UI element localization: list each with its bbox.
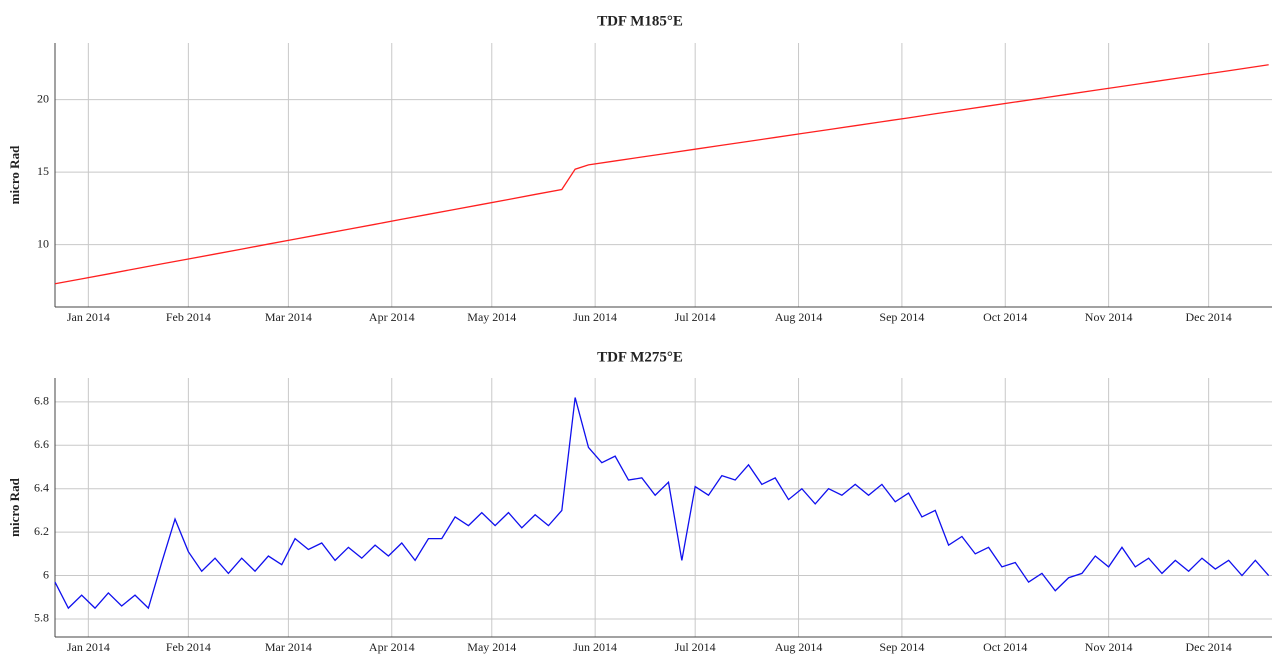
x-tick-label: May 2014 xyxy=(467,640,516,654)
y-axis-label: micro Rad xyxy=(7,477,22,536)
x-tick-label: Jan 2014 xyxy=(67,310,110,324)
x-tick-label: Apr 2014 xyxy=(369,640,415,654)
x-tick-label: Mar 2014 xyxy=(265,640,312,654)
data-line xyxy=(54,397,1270,610)
x-tick-label: May 2014 xyxy=(467,310,516,324)
x-tick-label: Jun 2014 xyxy=(573,640,617,654)
y-tick-label: 15 xyxy=(37,164,49,178)
x-tick-label: Aug 2014 xyxy=(775,310,823,324)
x-tick-label: Jan 2014 xyxy=(67,640,110,654)
y-tick-label: 10 xyxy=(37,236,49,250)
y-tick-label: 6.2 xyxy=(34,524,49,538)
x-tick-label: Feb 2014 xyxy=(166,640,211,654)
x-tick-label: Dec 2014 xyxy=(1185,310,1231,324)
x-tick-label: Oct 2014 xyxy=(983,310,1027,324)
chart: TDF M185°E micro Rad 10 15 20 Jan 2014 Feb 201… xyxy=(7,13,1272,324)
x-tick-label: Jun 2014 xyxy=(573,310,617,324)
chart-title: TDF M185°E xyxy=(597,13,683,29)
x-tick-label: Aug 2014 xyxy=(775,640,823,654)
x-tick-label: Sep 2014 xyxy=(879,640,924,654)
x-tick-label: Oct 2014 xyxy=(983,640,1027,654)
y-tick-label: 20 xyxy=(37,91,49,105)
y-tick-label: 6 xyxy=(43,567,49,581)
data-line xyxy=(54,64,1269,285)
x-tick-label: Nov 2014 xyxy=(1085,640,1133,654)
chart-title: TDF M275°E xyxy=(597,349,683,365)
x-tick-label: Jul 2014 xyxy=(675,640,716,654)
x-tick-label: Jul 2014 xyxy=(675,310,716,324)
y-axis-label: micro Rad xyxy=(7,145,22,204)
x-tick-label: Feb 2014 xyxy=(166,310,211,324)
y-tick-label: 6.4 xyxy=(34,480,49,494)
x-tick-label: Nov 2014 xyxy=(1085,310,1133,324)
x-tick-label: Sep 2014 xyxy=(879,310,924,324)
chart: TDF M275°E micro Rad 5.8 6 6.2 6.4 6.6 6.8 Jan 2… xyxy=(7,349,1272,654)
y-tick-label: 6.6 xyxy=(34,437,49,451)
x-tick-label: Dec 2014 xyxy=(1185,640,1231,654)
y-tick-label: 5.8 xyxy=(34,611,49,625)
x-tick-label: Mar 2014 xyxy=(265,310,312,324)
x-tick-label: Apr 2014 xyxy=(369,310,415,324)
y-tick-label: 6.8 xyxy=(34,394,49,408)
